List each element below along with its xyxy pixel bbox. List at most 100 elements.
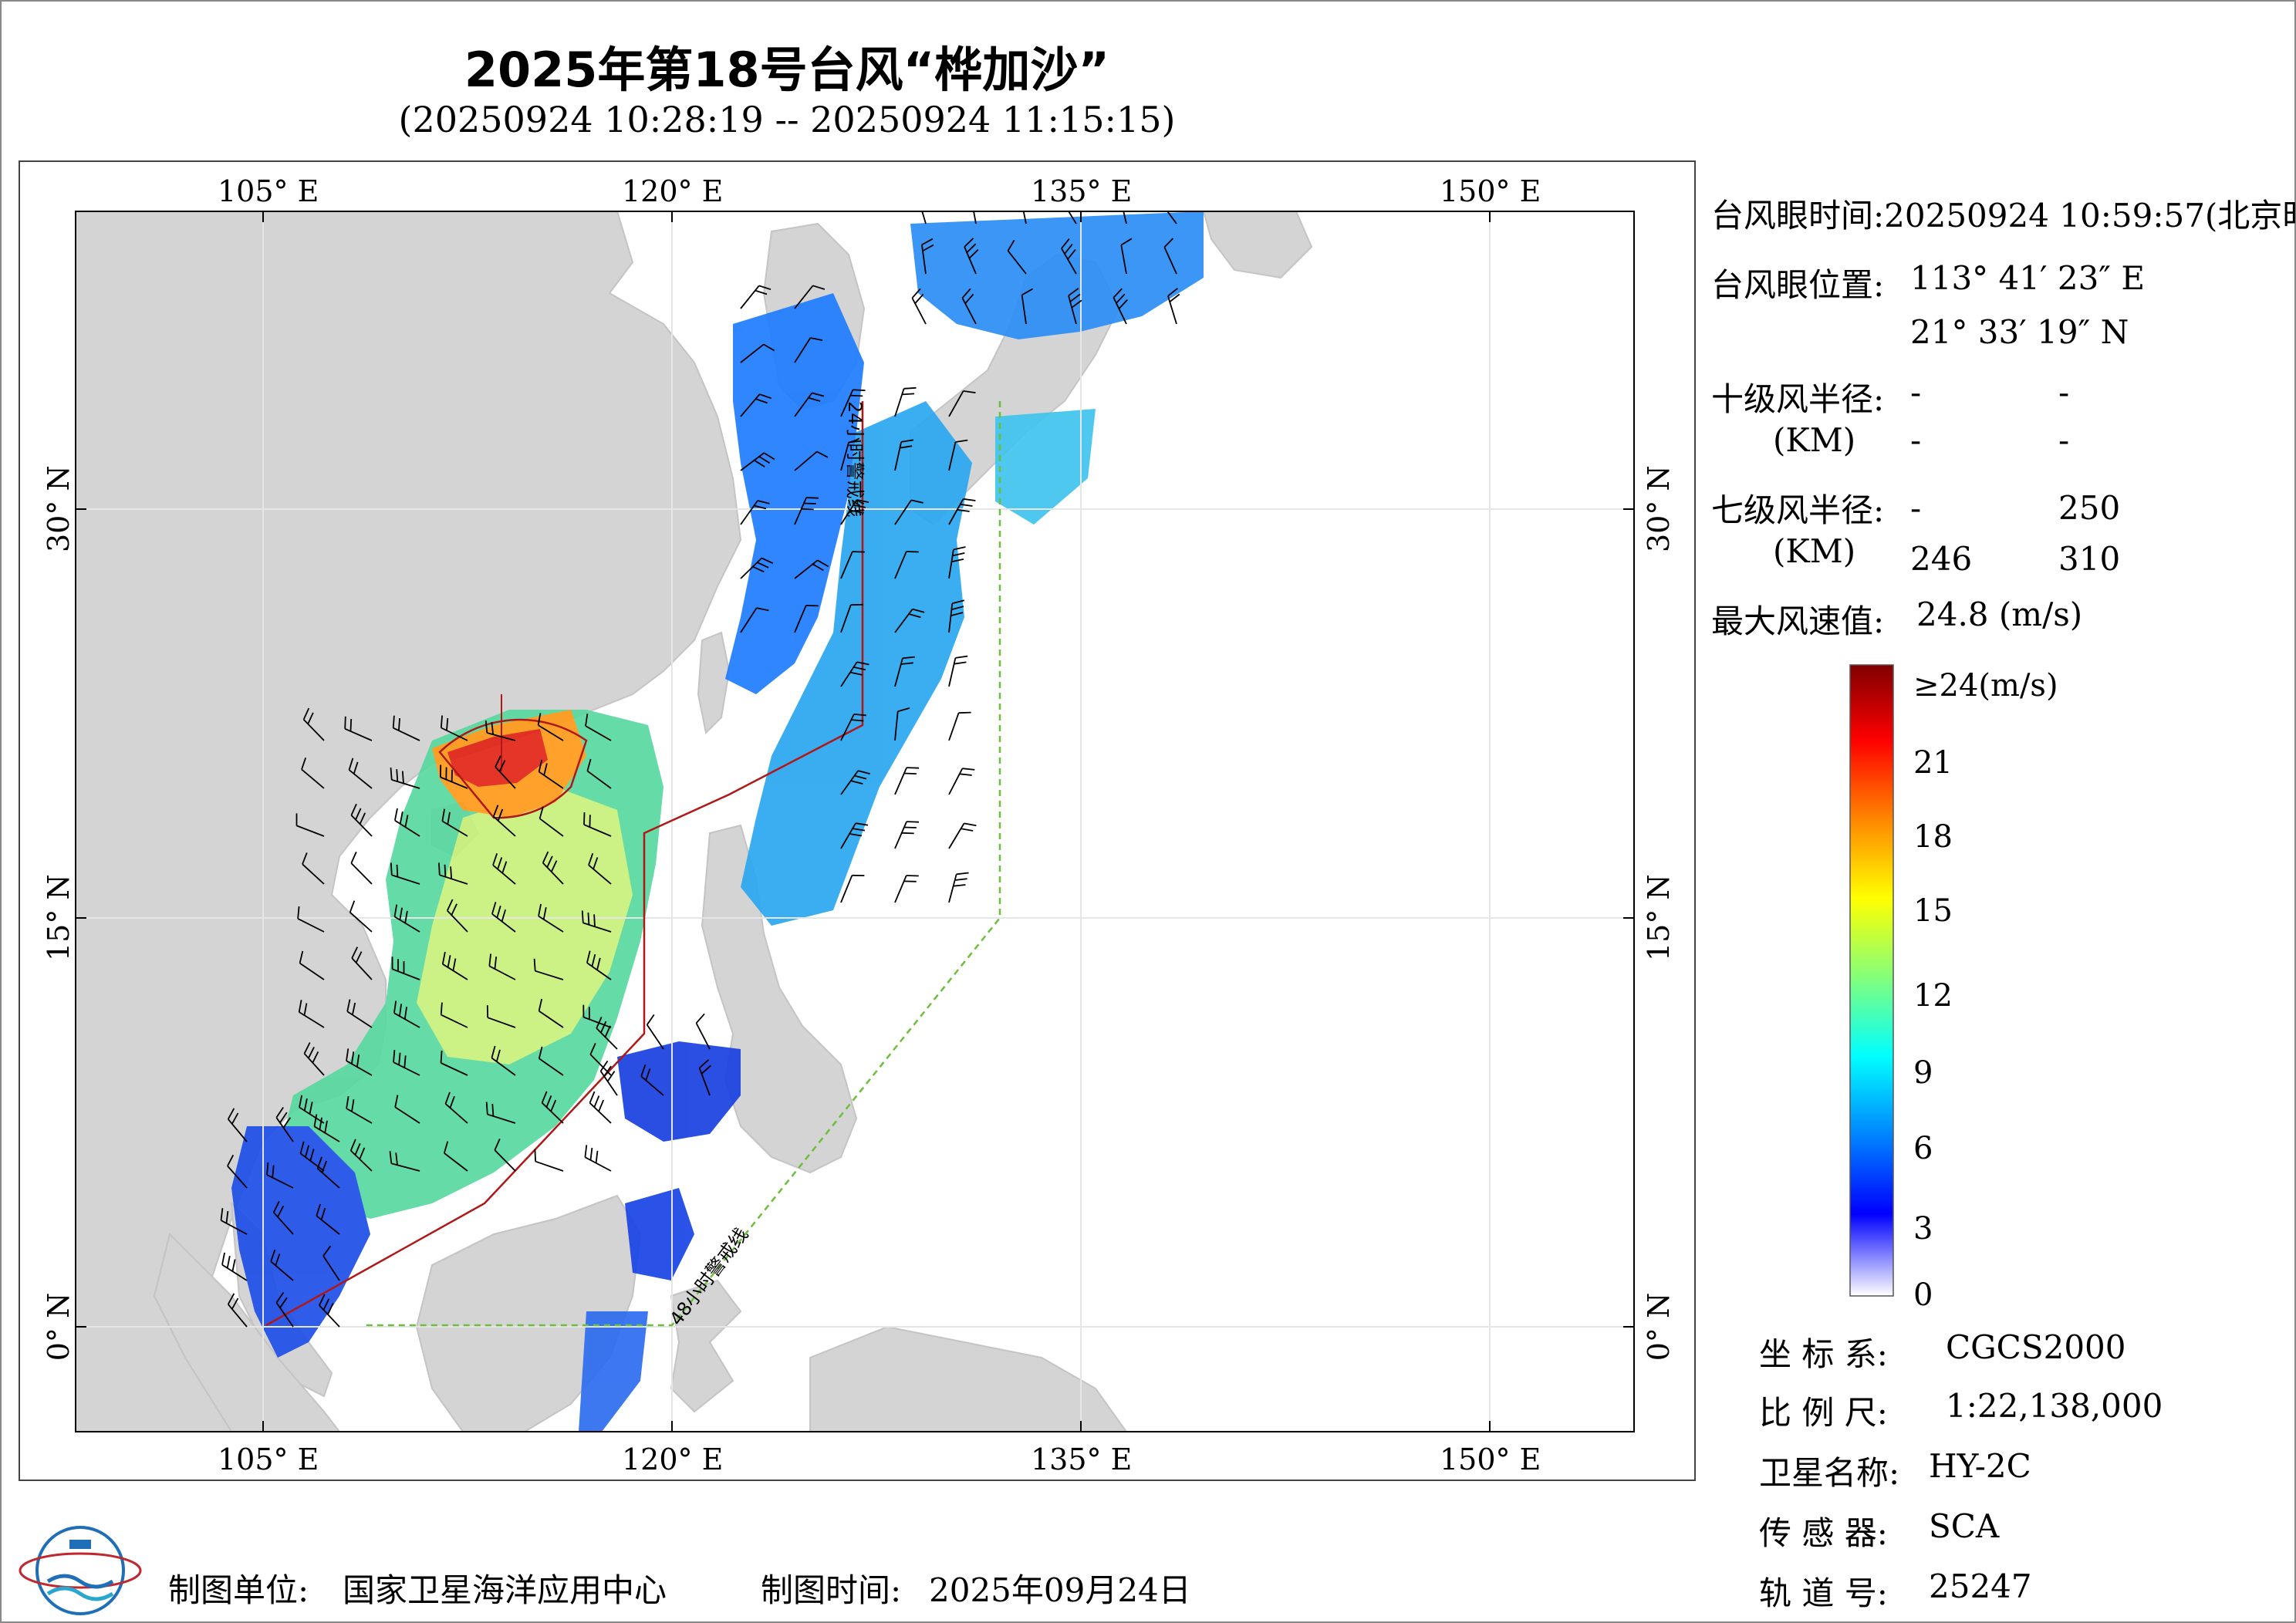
wind-barb-feather bbox=[309, 1149, 315, 1162]
r10-value-4: - bbox=[2058, 421, 2070, 459]
wind-barb-feather bbox=[441, 808, 445, 822]
wind-barb-feather bbox=[593, 1095, 600, 1108]
wind-barb-feather bbox=[759, 393, 772, 400]
wind-barb bbox=[444, 1152, 468, 1172]
colorbar-label-3: 3 bbox=[1913, 1211, 1933, 1247]
wind-barb-feather bbox=[1169, 293, 1180, 303]
wind-barb bbox=[302, 863, 325, 885]
wind-barb bbox=[948, 603, 954, 633]
wind-barb-feather bbox=[353, 761, 359, 774]
sensor-label: 传 感 器: bbox=[1759, 1514, 1888, 1552]
wind-barb-feather bbox=[964, 293, 974, 304]
wind-barb-feather bbox=[903, 386, 917, 390]
wind-barb bbox=[1022, 211, 1027, 224]
wind-barb-feather bbox=[488, 953, 491, 967]
wind-barb bbox=[266, 1174, 294, 1189]
wind-barb-feather bbox=[757, 562, 769, 569]
r7-value-2: 250 bbox=[2058, 489, 2121, 527]
wind-barb-feather bbox=[1061, 238, 1070, 249]
lon-tick-top-135: 135° E bbox=[1031, 174, 1133, 208]
wind-barb-feather bbox=[446, 899, 454, 911]
wind-barb-feather bbox=[701, 1065, 711, 1075]
eye-time-label: 台风眼时间: bbox=[1711, 197, 1885, 235]
orbit-label: 轨 道 号: bbox=[1759, 1574, 1888, 1612]
wind-barb-feather bbox=[900, 445, 913, 449]
lat-tick-left-0: 0° N bbox=[42, 1292, 76, 1361]
wind-barb-feather bbox=[1021, 288, 1033, 296]
wind-barb-feather bbox=[817, 559, 829, 568]
wind-barb-feather bbox=[299, 1141, 305, 1154]
wind-barb-feather bbox=[1116, 293, 1126, 304]
wind-barb-feather bbox=[956, 872, 969, 876]
wind-barb bbox=[441, 1062, 468, 1076]
wind-barb-feather bbox=[355, 951, 363, 963]
wind-barb-feather bbox=[355, 808, 362, 820]
wind-barb-feather bbox=[227, 1154, 235, 1166]
wind-barb bbox=[582, 922, 612, 933]
wind-barb-feather bbox=[497, 808, 504, 822]
wind-barb bbox=[794, 605, 807, 633]
wind-barb-feather bbox=[1068, 288, 1079, 297]
wind-barb bbox=[894, 767, 907, 795]
wind-barb-feather bbox=[440, 1002, 443, 1015]
eye-longitude: 113° 41′ 23″ E bbox=[1910, 259, 2145, 297]
wind-barb bbox=[273, 1212, 294, 1235]
wind-barb-feather bbox=[763, 343, 775, 352]
r10-value-1: - bbox=[1910, 373, 1922, 411]
wind-barb-feather bbox=[966, 243, 977, 254]
eye-position-label: 台风眼位置: bbox=[1711, 266, 1885, 304]
wind-barb bbox=[740, 557, 762, 579]
wind-barb-feather bbox=[277, 1205, 285, 1218]
crs-value: CGCS2000 bbox=[1946, 1328, 2126, 1366]
wind-barb bbox=[344, 727, 373, 741]
wind-barb bbox=[740, 452, 765, 471]
wind-barb bbox=[301, 768, 325, 789]
wind-barb-feather bbox=[303, 1003, 308, 1016]
wind-barb-feather bbox=[399, 907, 403, 920]
wind-barb bbox=[535, 1160, 564, 1172]
wind-barb-feather bbox=[950, 612, 964, 616]
wind-barb-feather bbox=[964, 238, 974, 248]
wind-barb-feather bbox=[447, 812, 451, 825]
colorbar-label-21: 21 bbox=[1913, 745, 1953, 781]
wind-barb-feather bbox=[960, 503, 973, 507]
lat-tick-left-30: 30° N bbox=[42, 465, 76, 552]
wind-barb-feather bbox=[1071, 299, 1082, 309]
wind-barb-feather bbox=[852, 828, 866, 832]
wind-barb bbox=[794, 559, 819, 579]
wind-barb-feather bbox=[313, 1114, 318, 1127]
wind-barb-feather bbox=[538, 759, 543, 772]
wind-barb bbox=[391, 874, 420, 885]
swath-scs-yellow bbox=[417, 787, 633, 1065]
wind-barb-feather bbox=[812, 285, 826, 290]
wind-barb-feather bbox=[595, 1150, 599, 1163]
wind-barb bbox=[894, 441, 902, 471]
wind-barb bbox=[1007, 250, 1027, 275]
wind-barb-feather bbox=[538, 998, 543, 1011]
wind-barb-feather bbox=[910, 499, 923, 504]
wind-barb-feather bbox=[443, 1141, 449, 1154]
wind-barb-feather bbox=[1118, 299, 1128, 309]
wind-barb bbox=[444, 1103, 468, 1124]
wind-barb-feather bbox=[319, 1117, 322, 1130]
wind-barb-feather bbox=[389, 1151, 393, 1164]
wind-barb-feather bbox=[849, 833, 863, 837]
wind-barb-feather bbox=[973, 201, 984, 207]
wind-barb-feather bbox=[359, 1147, 366, 1160]
wind-barb-feather bbox=[961, 828, 974, 832]
wind-barb-feather bbox=[270, 1249, 276, 1262]
wind-barb bbox=[640, 1075, 664, 1096]
wind-barb-feather bbox=[542, 907, 547, 920]
wind-barb-feather bbox=[972, 194, 983, 201]
r10-label: 十级风半径: bbox=[1711, 380, 1885, 418]
wind-barb-feather bbox=[346, 1096, 349, 1109]
wind-barb-feather bbox=[596, 1017, 603, 1029]
wind-barb-feather bbox=[598, 1099, 605, 1112]
wind-barb-feather bbox=[604, 1025, 611, 1038]
wind-barb-feather bbox=[921, 238, 934, 246]
wind-barb bbox=[740, 607, 758, 633]
wind-barb bbox=[221, 1264, 248, 1281]
colorbar-label-9: 9 bbox=[1913, 1055, 1933, 1091]
wind-barb-feather bbox=[398, 1052, 401, 1065]
